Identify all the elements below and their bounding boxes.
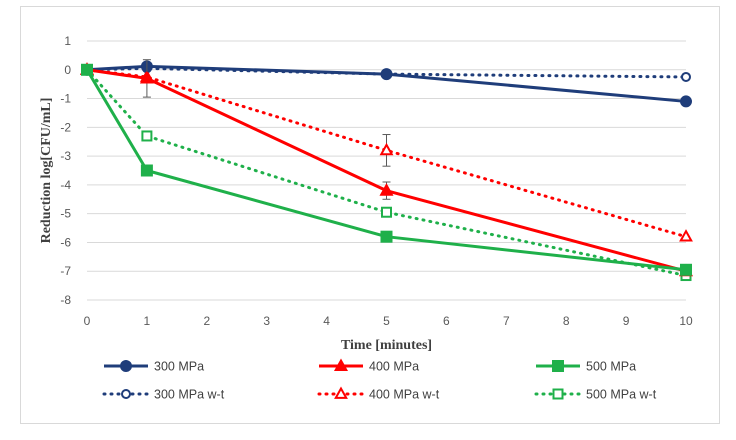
data-point bbox=[141, 130, 153, 142]
legend-marker bbox=[552, 360, 564, 372]
x-tick-label: 10 bbox=[679, 314, 693, 328]
data-point bbox=[680, 263, 692, 276]
x-tick-label: 5 bbox=[383, 314, 390, 328]
x-tick-label: 9 bbox=[623, 314, 630, 328]
y-tick-labels: 1 0 -1 -2 -3 -4 -5 -6 -7 -8 bbox=[60, 34, 71, 307]
legend-label: 300 MPa bbox=[154, 360, 204, 374]
x-axis-label: Time [minutes] bbox=[341, 338, 432, 353]
y-tick-label: -4 bbox=[60, 178, 71, 192]
y-tick-label: -7 bbox=[60, 264, 71, 278]
data-point bbox=[379, 183, 394, 196]
series-400-mpa bbox=[79, 59, 694, 277]
legend-item: 300 MPa w-t bbox=[102, 388, 225, 402]
y-tick-label: -1 bbox=[60, 92, 71, 106]
legend-item: 400 MPa bbox=[319, 358, 419, 374]
y-tick-label: 1 bbox=[64, 34, 71, 48]
legend-label: 500 MPa bbox=[586, 360, 636, 374]
y-tick-label: -3 bbox=[60, 149, 71, 163]
data-point bbox=[381, 206, 392, 218]
x-tick-label: 6 bbox=[443, 314, 450, 328]
y-tick-label: -5 bbox=[60, 207, 71, 221]
legend-item: 500 MPa bbox=[536, 360, 636, 374]
data-point bbox=[680, 95, 692, 108]
legend-item: 400 MPa w-t bbox=[317, 386, 440, 402]
data-point bbox=[81, 63, 93, 76]
series-line bbox=[86, 68, 687, 273]
data-point bbox=[380, 68, 393, 81]
data-point bbox=[140, 164, 153, 177]
x-tick-label: 8 bbox=[563, 314, 570, 328]
y-tick-label: -8 bbox=[60, 293, 71, 307]
legend-label: 400 MPa bbox=[369, 360, 419, 374]
data-point bbox=[681, 71, 691, 82]
legend-marker bbox=[333, 358, 349, 372]
legend-label: 400 MPa w-t bbox=[369, 388, 440, 402]
series-group bbox=[79, 59, 694, 282]
x-tick-label: 2 bbox=[203, 314, 210, 328]
legend-label: 300 MPa w-t bbox=[154, 388, 225, 402]
data-point bbox=[679, 229, 693, 242]
legend-item: 500 MPa w-t bbox=[534, 388, 657, 402]
data-point bbox=[380, 230, 393, 243]
gridlines bbox=[87, 40, 686, 301]
series-line bbox=[85, 68, 688, 278]
chart-frame bbox=[20, 6, 720, 424]
x-tick-label: 1 bbox=[144, 314, 151, 328]
y-axis-label: Reduction log[CFU/mL] bbox=[39, 98, 54, 244]
series-line bbox=[85, 69, 687, 272]
series-line bbox=[86, 64, 687, 103]
y-tick-label: 0 bbox=[64, 63, 71, 77]
x-tick-label: 4 bbox=[323, 314, 330, 328]
legend-item: 300 MPa bbox=[104, 360, 204, 374]
y-tick-label: -6 bbox=[60, 235, 71, 249]
legend: 300 MPa 400 MPa 500 MPa 300 MPa w-t 400 MPa … bbox=[102, 358, 657, 402]
data-point bbox=[139, 70, 154, 84]
legend-label: 500 MPa w-t bbox=[586, 388, 657, 402]
data-point bbox=[379, 142, 394, 156]
x-tick-label: 7 bbox=[503, 314, 510, 328]
legend-marker bbox=[334, 386, 348, 399]
series-300-mpa bbox=[81, 60, 692, 108]
x-tick-label: 0 bbox=[84, 314, 91, 328]
legend-marker bbox=[552, 388, 564, 400]
x-tick-labels: 0 1 2 3 4 5 6 7 8 9 10 bbox=[84, 314, 693, 328]
series-500-mpa bbox=[81, 63, 692, 276]
x-tick-label: 3 bbox=[263, 314, 270, 328]
y-tick-label: -2 bbox=[60, 120, 71, 134]
legend-marker bbox=[121, 389, 131, 399]
legend-marker bbox=[120, 360, 132, 372]
